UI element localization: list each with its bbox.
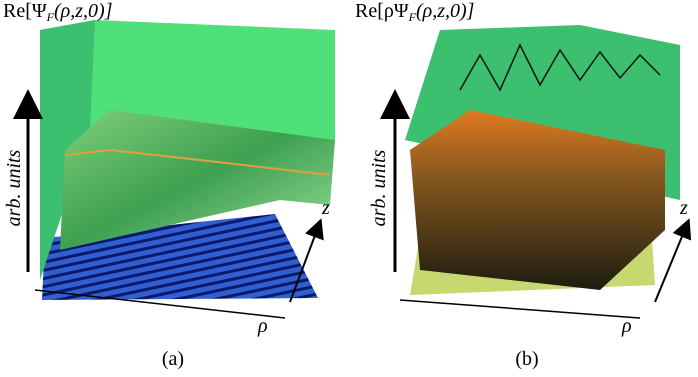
oscillation [459,43,661,92]
caption: (a) [162,348,184,370]
y-label: arb. units [3,149,25,226]
ridge [64,148,331,176]
surface [410,110,665,290]
panel-b: Re[ρΨF(ρ,z,0)] arb. units ρ z (b) [355,0,692,370]
x-axis-line [399,299,641,319]
panel-a: Re[ΨF(ρ,z,0)] arb. units ρ z (a) [3,0,335,370]
y-label: arb. units [368,149,390,226]
surface [60,110,335,250]
z-label: z [321,197,330,219]
x-label: ρ [621,315,632,337]
panel-title: Re[ΨF(ρ,z,0)] [3,0,112,24]
z-arrow [654,218,692,303]
back-wall [40,20,335,140]
z-label: z [679,197,688,219]
x-label: ρ [257,315,268,337]
z-arrow [289,218,324,303]
x-axis-line [34,289,286,319]
caption: (b) [515,348,538,370]
panel-title: Re[ρΨF(ρ,z,0)] [355,0,474,24]
